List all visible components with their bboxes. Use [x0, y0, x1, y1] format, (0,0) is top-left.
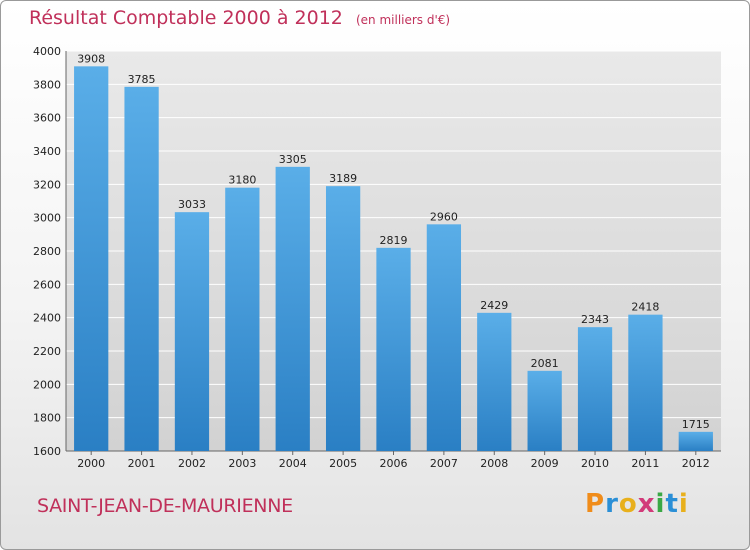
data-label-2006: 2819 — [380, 234, 408, 247]
y-tick-label: 1600 — [33, 445, 61, 458]
commune-name: SAINT-JEAN-DE-MAURIENNE — [37, 495, 293, 517]
bar-2000 — [74, 66, 109, 451]
logo-letter: i — [678, 489, 689, 519]
data-label-2001: 3785 — [128, 73, 156, 86]
y-tick-label: 1800 — [33, 412, 61, 425]
x-tick-label-2012: 2012 — [682, 457, 710, 470]
bar-2005 — [325, 186, 361, 451]
bar-2003 — [225, 187, 260, 451]
y-tick-label: 2800 — [33, 245, 61, 258]
data-label-2011: 2418 — [631, 301, 659, 314]
y-tick-label: 2000 — [33, 378, 61, 391]
bar-2004 — [275, 166, 310, 452]
y-tick-label: 2600 — [33, 278, 61, 291]
x-tick-label-2010: 2010 — [581, 457, 609, 470]
data-label-2008: 2429 — [480, 299, 508, 312]
bar-2010 — [577, 327, 613, 451]
x-tick-label-2004: 2004 — [279, 457, 307, 470]
bar-2007 — [426, 224, 462, 451]
proxiti-logo: Proxiti — [585, 489, 689, 519]
data-label-2009: 2081 — [531, 357, 559, 370]
x-tick-label-2008: 2008 — [480, 457, 508, 470]
x-tick-label-2000: 2000 — [77, 457, 105, 470]
logo-letter: i — [655, 489, 666, 519]
x-tick-label-2011: 2011 — [631, 457, 659, 470]
logo-letter: x — [637, 489, 656, 519]
y-tick-label: 3200 — [33, 178, 61, 191]
y-tick-label: 3400 — [33, 145, 61, 158]
x-tick-label-2002: 2002 — [178, 457, 206, 470]
x-tick-label-2007: 2007 — [430, 457, 458, 470]
data-label-2010: 2343 — [581, 313, 609, 326]
data-label-2012: 1715 — [682, 418, 710, 431]
bar-2008 — [477, 312, 512, 451]
logo-letter: t — [665, 489, 679, 519]
x-tick-label-2009: 2009 — [531, 457, 559, 470]
x-tick-label-2001: 2001 — [128, 457, 156, 470]
bar-2002 — [174, 212, 210, 451]
data-label-2004: 3305 — [279, 153, 307, 166]
y-tick-label: 4000 — [33, 45, 61, 58]
y-tick-label: 2200 — [33, 345, 61, 358]
y-tick-label: 3000 — [33, 212, 61, 225]
bar-2011 — [628, 314, 663, 451]
logo-letter: r — [605, 489, 619, 519]
data-label-2005: 3189 — [329, 172, 357, 185]
x-tick-label-2006: 2006 — [380, 457, 408, 470]
bar-2012 — [678, 431, 713, 451]
bar-2006 — [376, 247, 411, 451]
logo-letter: P — [585, 489, 606, 519]
chart-subtitle: (en milliers d'€) — [355, 13, 451, 27]
data-label-2007: 2960 — [430, 210, 458, 223]
bar-2009 — [527, 370, 562, 451]
y-tick-label: 3600 — [33, 112, 61, 125]
data-label-2002: 3033 — [178, 198, 206, 211]
chart-title: Résultat Comptable 2000 à 2012 — [29, 7, 343, 29]
data-label-2000: 3908 — [77, 52, 105, 65]
x-tick-label-2005: 2005 — [329, 457, 357, 470]
y-tick-label: 3800 — [33, 78, 61, 91]
title-row: Résultat Comptable 2000 à 2012 (en milli… — [29, 7, 450, 29]
bar-2001 — [124, 86, 159, 451]
x-tick-label-2003: 2003 — [228, 457, 256, 470]
data-label-2003: 3180 — [228, 174, 256, 187]
logo-letter: o — [618, 489, 638, 519]
y-tick-label: 2400 — [33, 312, 61, 325]
